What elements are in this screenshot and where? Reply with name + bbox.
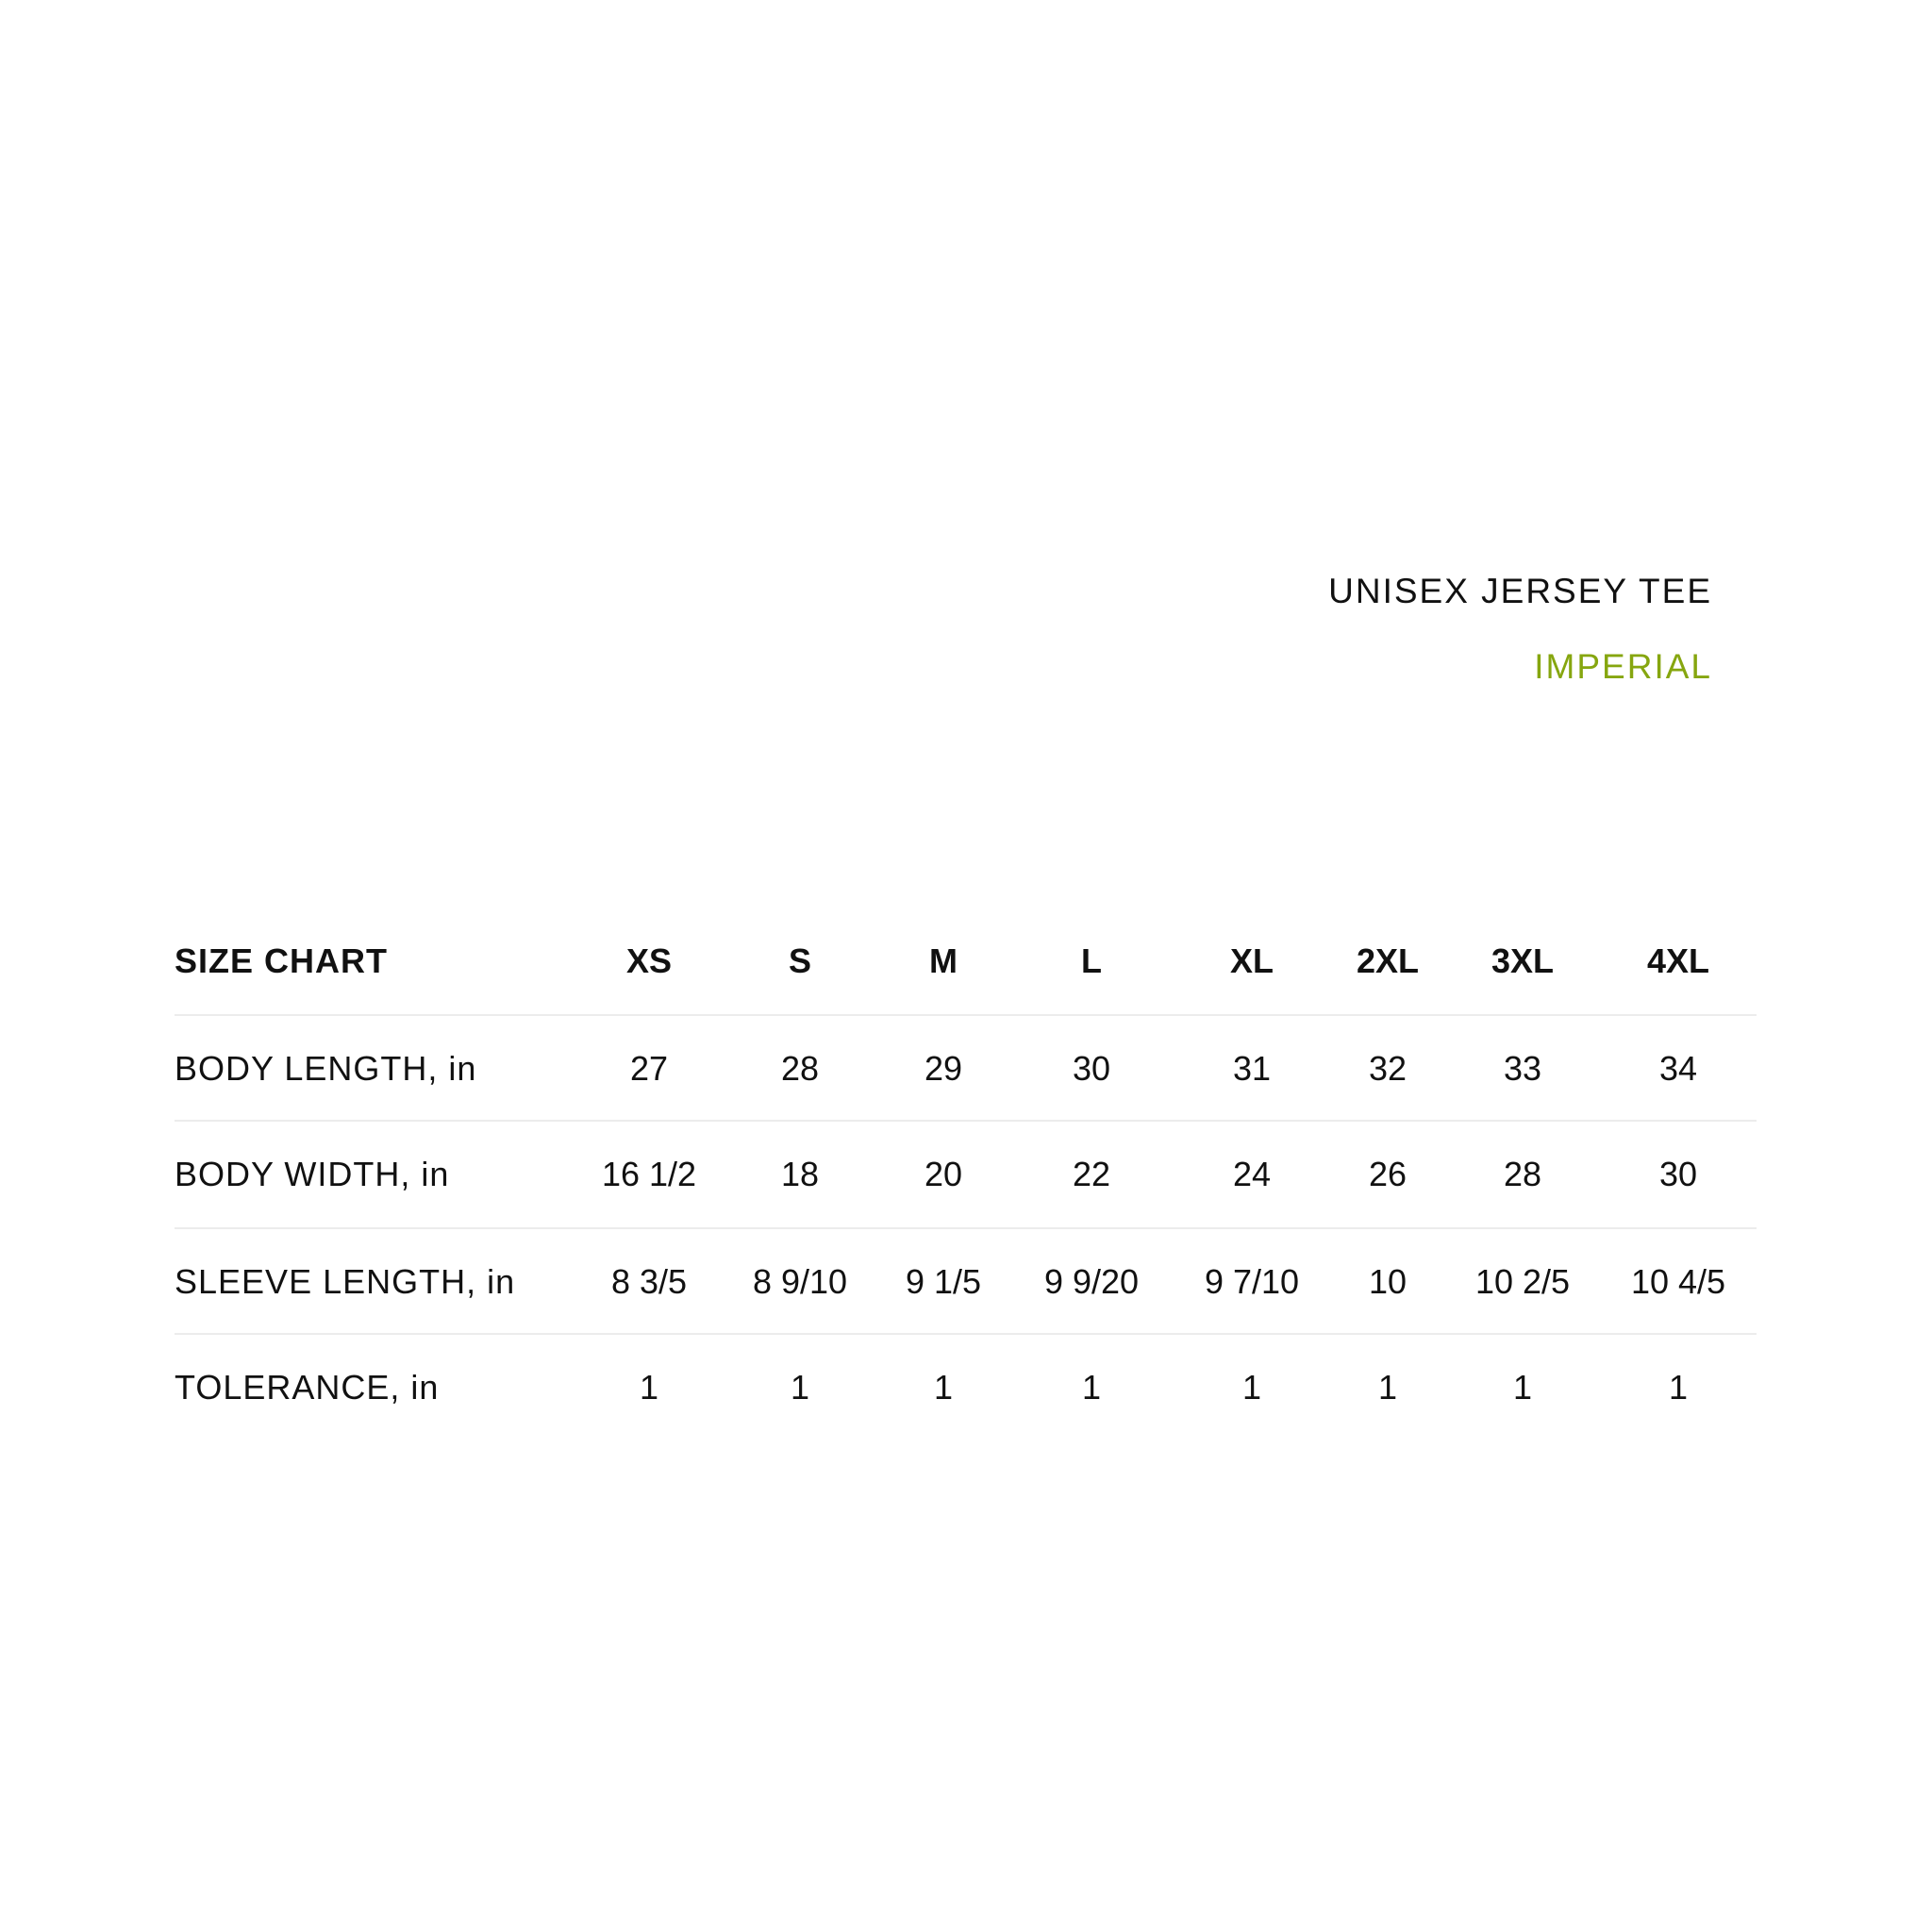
table-cell: 26 <box>1368 1155 1407 1193</box>
row-label: SLEEVE LENGTH, in <box>175 1262 516 1301</box>
size-header: 2XL <box>1356 941 1420 980</box>
table-cell: 29 <box>924 1049 963 1088</box>
table-cell: 10 2/5 <box>1474 1262 1571 1301</box>
size-header: XL <box>1229 941 1274 980</box>
table-cell: 30 <box>1072 1049 1111 1088</box>
row-label: TOLERANCE, in <box>175 1368 440 1407</box>
table-cell: 1 <box>1377 1368 1398 1407</box>
table-cell: 1 <box>1081 1368 1102 1407</box>
table-cell: 20 <box>924 1155 963 1193</box>
size-header: 3XL <box>1491 941 1555 980</box>
table-cell: 27 <box>629 1049 669 1088</box>
table-row: TOLERANCE, in 1 1 1 1 1 1 1 1 <box>175 1333 1757 1441</box>
table-cell: 8 3/5 <box>610 1262 688 1301</box>
table-header-row: SIZE CHART XS S M L XL 2XL 3XL 4XL <box>175 908 1757 1014</box>
table-cell: 9 9/20 <box>1043 1262 1140 1301</box>
unit-system-label: IMPERIAL <box>1534 647 1712 686</box>
table-cell: 1 <box>1668 1368 1689 1407</box>
table-cell: 33 <box>1503 1049 1542 1088</box>
table-cell: 10 <box>1368 1262 1407 1301</box>
table-cell: 1 <box>933 1368 954 1407</box>
table-row: SLEEVE LENGTH, in 8 3/5 8 9/10 9 1/5 9 9/20 9… <box>175 1227 1757 1335</box>
table-cell: 1 <box>1241 1368 1262 1407</box>
table-cell: 30 <box>1658 1155 1698 1193</box>
table-cell: 28 <box>1503 1155 1542 1193</box>
size-header: 4XL <box>1646 941 1710 980</box>
table-cell: 9 1/5 <box>905 1262 982 1301</box>
size-header: L <box>1081 941 1102 980</box>
table-cell: 1 <box>639 1368 659 1407</box>
table-cell: 28 <box>780 1049 820 1088</box>
product-title: UNISEX JERSEY TEE <box>1328 572 1712 610</box>
table-cell: 32 <box>1368 1049 1407 1088</box>
table-cell: 24 <box>1232 1155 1272 1193</box>
table-cell: 16 1/2 <box>601 1155 697 1193</box>
table-cell: 10 4/5 <box>1630 1262 1726 1301</box>
table-cell: 1 <box>790 1368 810 1407</box>
size-header: M <box>929 941 958 980</box>
table-row: BODY LENGTH, in 27 28 29 30 31 32 33 34 <box>175 1014 1757 1122</box>
table-cell: 8 9/10 <box>752 1262 848 1301</box>
table-cell: 1 <box>1512 1368 1533 1407</box>
table-header-label: SIZE CHART <box>175 941 388 980</box>
table-cell: 31 <box>1232 1049 1272 1088</box>
table-cell: 9 7/10 <box>1204 1262 1300 1301</box>
table-cell: 22 <box>1072 1155 1111 1193</box>
table-cell: 34 <box>1658 1049 1698 1088</box>
table-row: BODY WIDTH, in 16 1/2 18 20 22 24 26 28 30 <box>175 1120 1757 1227</box>
row-label: BODY WIDTH, in <box>175 1155 450 1193</box>
row-label: BODY LENGTH, in <box>175 1049 477 1088</box>
table-cell: 18 <box>780 1155 820 1193</box>
size-header: S <box>788 941 812 980</box>
size-header: XS <box>625 941 673 980</box>
